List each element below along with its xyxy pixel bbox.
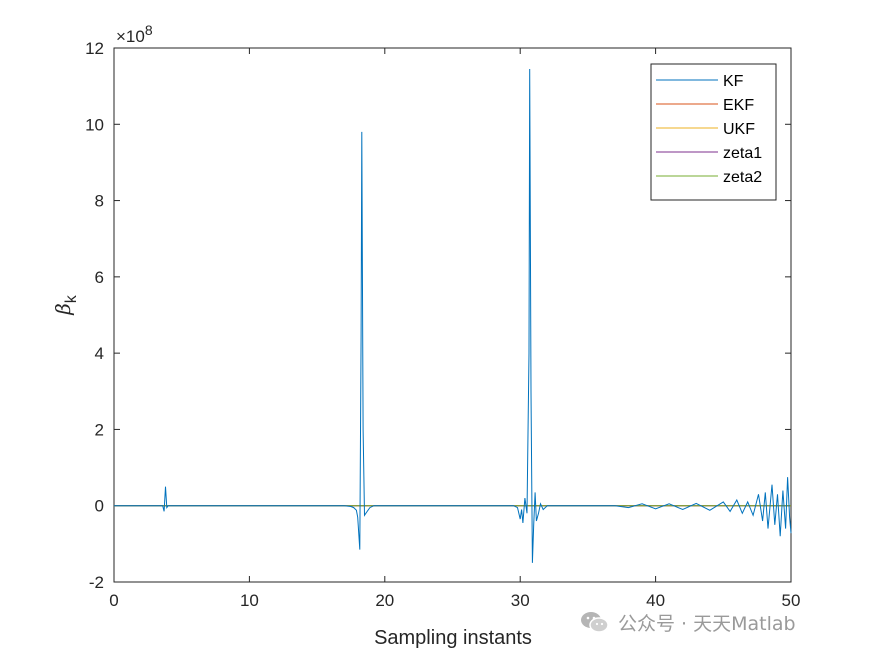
x-axis: 0 10 20 30 40 50	[109, 48, 800, 610]
watermark: 公众号 · 天天Matlab	[580, 606, 796, 638]
y-tick-label: 8	[95, 192, 104, 211]
series-line-KF	[114, 68, 792, 563]
x-tick-label: 30	[511, 591, 530, 610]
wechat-icon	[580, 610, 610, 634]
x-tick-label: 10	[240, 591, 259, 610]
y-tick-label: 2	[95, 420, 104, 439]
y-axis-label-sub: k	[63, 294, 80, 303]
y-tick-label: 12	[85, 39, 104, 58]
x-tick-label: 20	[375, 591, 394, 610]
y-axis: -2 0 2 4 6 8 10 12	[85, 39, 791, 592]
y-exponent-base: ×10	[116, 27, 145, 46]
y-tick-label: 0	[95, 497, 104, 516]
x-tick-label: 40	[646, 591, 665, 610]
legend-label-zeta1: zeta1	[723, 145, 762, 162]
y-exponent-label: ×108	[116, 22, 153, 46]
x-tick-label: 50	[782, 591, 801, 610]
y-axis-label: βk	[51, 294, 80, 316]
y-exponent-power: 8	[145, 22, 153, 38]
watermark-text: 公众号 · 天天Matlab	[618, 612, 796, 635]
svg-text:βk: βk	[51, 294, 80, 316]
y-tick-label: -2	[89, 573, 104, 592]
y-tick-label: 10	[85, 115, 104, 134]
legend-label-EKF: EKF	[723, 97, 754, 114]
y-tick-label: 6	[95, 268, 104, 287]
y-tick-label: 4	[95, 344, 104, 363]
legend-label-zeta2: zeta2	[723, 169, 762, 186]
y-axis-label-main: β	[51, 303, 75, 316]
legend-label-UKF: UKF	[723, 121, 755, 138]
x-axis-label: Sampling instants	[374, 627, 532, 649]
legend: KF EKF UKF zeta1 zeta2	[650, 63, 777, 201]
legend-box	[650, 63, 777, 201]
series-layer	[114, 68, 792, 563]
x-tick-label: 0	[109, 591, 118, 610]
legend-label-KF: KF	[723, 73, 744, 90]
